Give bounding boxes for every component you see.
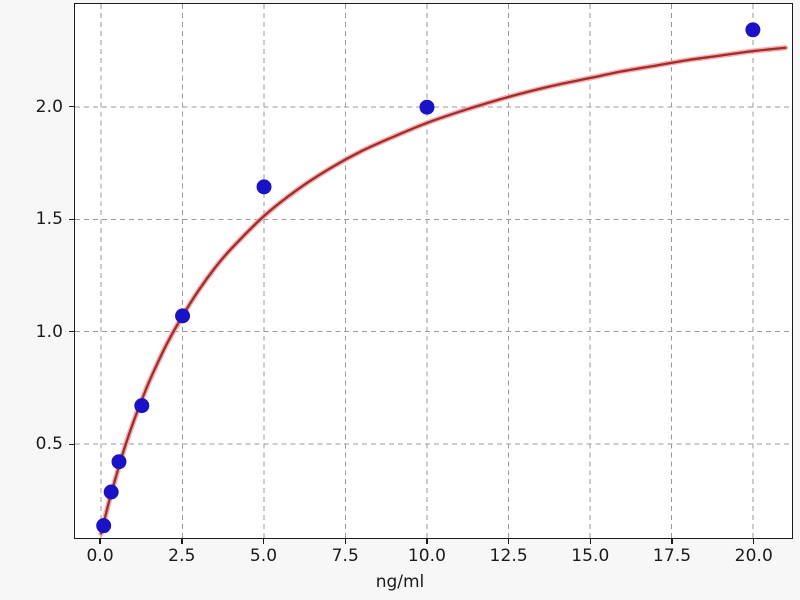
plot-area <box>74 3 793 539</box>
x-tick-label-0: 0.0 <box>86 546 114 566</box>
y-tick-0 <box>69 443 74 446</box>
x-tick-label-2: 5.0 <box>249 546 278 566</box>
y-tick-label-1: 1.0 <box>35 321 63 342</box>
x-tick-6 <box>589 539 592 544</box>
x-tick-label-1: 2.5 <box>168 546 196 566</box>
x-tick-3 <box>344 539 346 544</box>
y-tick-label-2: 1.5 <box>35 209 63 230</box>
y-tick-2 <box>69 218 74 220</box>
data-point-6 <box>419 99 435 115</box>
x-tick-7 <box>671 539 673 544</box>
x-tick-label-5: 12.5 <box>489 546 528 566</box>
data-point-2 <box>111 454 127 470</box>
y-tick-label-0: 0.5 <box>35 434 63 455</box>
x-tick-1 <box>181 539 183 544</box>
y-tick-1 <box>69 331 74 333</box>
data-point-1 <box>103 484 119 500</box>
data-point-3 <box>134 398 150 414</box>
x-tick-label-7: 17.5 <box>652 546 692 566</box>
x-tick-8 <box>753 539 755 544</box>
x-tick-4 <box>426 539 428 544</box>
data-point-0 <box>96 518 112 534</box>
x-tick-label-8: 20.0 <box>734 546 773 566</box>
data-point-7 <box>745 22 761 38</box>
data-points <box>96 22 761 534</box>
x-tick-5 <box>507 539 510 544</box>
x-tick-2 <box>262 539 265 544</box>
x-tick-0 <box>99 539 101 544</box>
x-tick-label-6: 15.0 <box>571 546 610 566</box>
data-point-4 <box>175 308 191 324</box>
x-tick-label-4: 10.0 <box>407 546 447 566</box>
gridlines <box>75 4 792 538</box>
y-axis-title-wrap: OD450 <box>13 261 33 281</box>
y-tick-label-3: 2.0 <box>35 96 63 117</box>
data-point-5 <box>256 179 272 195</box>
x-axis-title: ng/ml <box>375 572 425 592</box>
x-tick-label-3: 7.5 <box>331 546 359 566</box>
y-tick-3 <box>69 105 74 108</box>
